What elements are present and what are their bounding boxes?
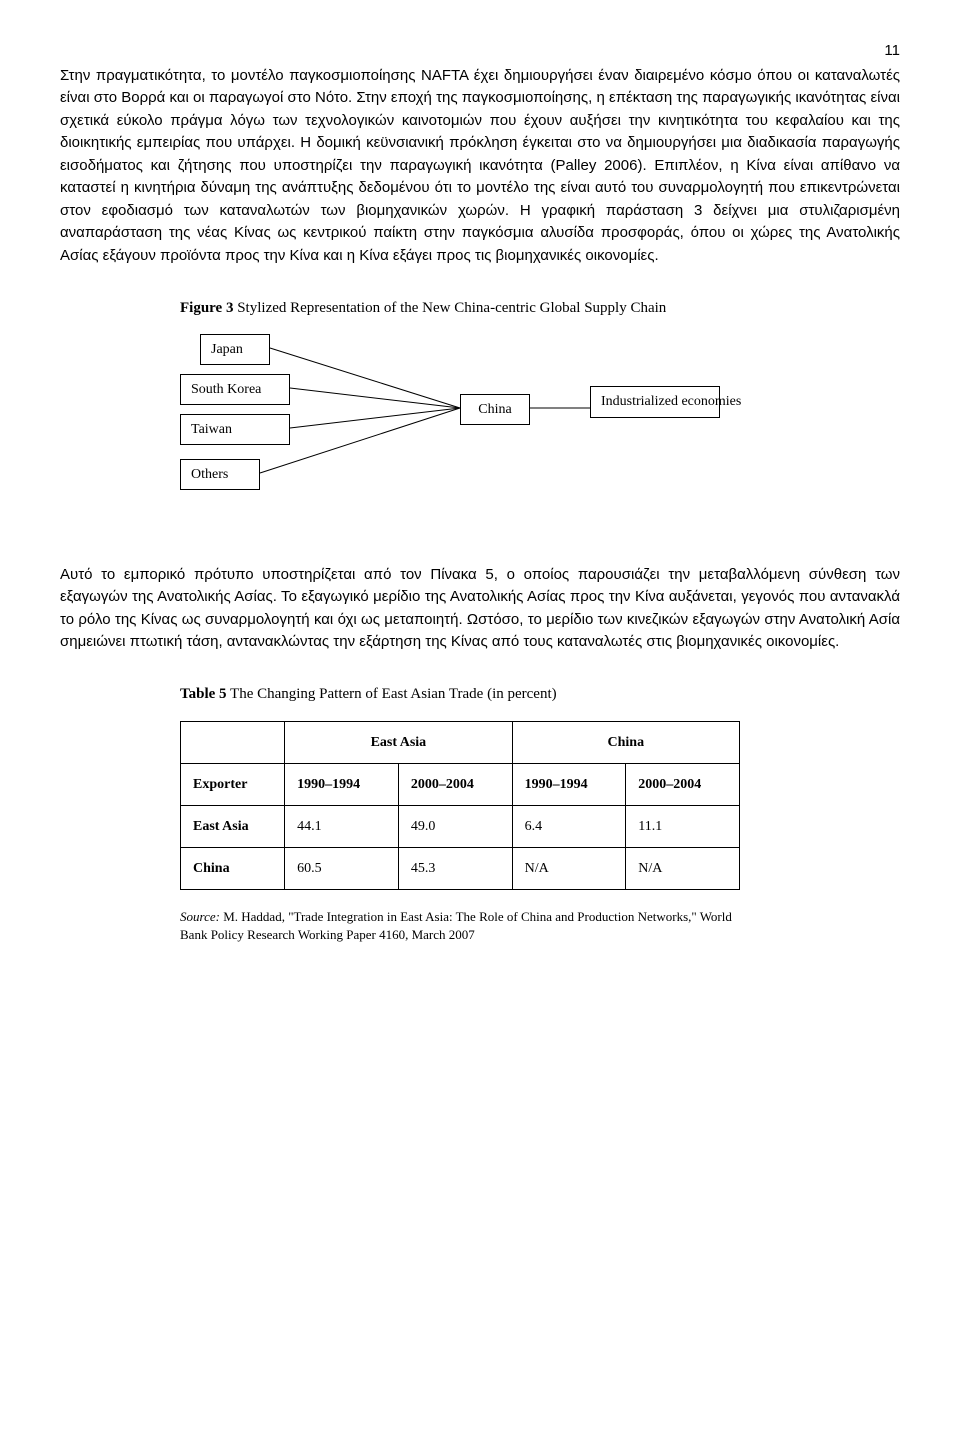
cell: 44.1 (285, 805, 399, 847)
col-2000-2004-a: 2000–2004 (398, 763, 512, 805)
node-japan: Japan (200, 334, 270, 365)
source-text: M. Haddad, "Trade Integration in East As… (180, 909, 732, 942)
cell: East Asia (181, 805, 285, 847)
col-2000-2004-b: 2000–2004 (626, 763, 740, 805)
table-row: China 60.5 45.3 N/A N/A (181, 847, 740, 889)
table-5-title: Table 5 The Changing Pattern of East Asi… (180, 684, 740, 705)
table-5-source: Source: M. Haddad, "Trade Integration in… (180, 908, 740, 944)
node-taiwan: Taiwan (180, 414, 290, 445)
figure-3-lead: Figure 3 (180, 300, 233, 316)
source-label: Source: (180, 909, 220, 924)
table-corner (181, 721, 285, 763)
paragraph-2: Αυτό το εμπορικό πρότυπο υποστηρίζεται α… (60, 564, 900, 654)
col-exporter: Exporter (181, 763, 285, 805)
cell: 60.5 (285, 847, 399, 889)
node-china: China (460, 394, 530, 425)
table-5-caption: The Changing Pattern of East Asian Trade… (227, 686, 557, 702)
col-1990-1994-a: 1990–1994 (285, 763, 399, 805)
col-1990-1994-b: 1990–1994 (512, 763, 626, 805)
figure-3-diagram: Japan South Korea Taiwan Others China In… (180, 334, 780, 524)
table-row: East Asia 44.1 49.0 6.4 11.1 (181, 805, 740, 847)
group-header-china: China (512, 721, 739, 763)
cell: 49.0 (398, 805, 512, 847)
cell: N/A (512, 847, 626, 889)
figure-3-caption: Stylized Representation of the New China… (233, 300, 666, 316)
table-5: Table 5 The Changing Pattern of East Asi… (180, 684, 740, 944)
paragraph-1: Στην πραγματικότητα, το μοντέλο παγκοσμι… (60, 65, 900, 268)
cell: 45.3 (398, 847, 512, 889)
group-header-east-asia: East Asia (285, 721, 512, 763)
page-number: 11 (60, 40, 900, 63)
cell: 6.4 (512, 805, 626, 847)
figure-3-title: Figure 3 Stylized Representation of the … (180, 297, 780, 320)
cell: 11.1 (626, 805, 740, 847)
table-5-grid: East Asia China Exporter 1990–1994 2000–… (180, 721, 740, 890)
node-others: Others (180, 459, 260, 490)
table-5-lead: Table 5 (180, 686, 227, 702)
cell: N/A (626, 847, 740, 889)
node-south-korea: South Korea (180, 374, 290, 405)
cell: China (181, 847, 285, 889)
node-industrialized: Industrialized economies (590, 386, 720, 418)
figure-3: Figure 3 Stylized Representation of the … (180, 297, 780, 524)
